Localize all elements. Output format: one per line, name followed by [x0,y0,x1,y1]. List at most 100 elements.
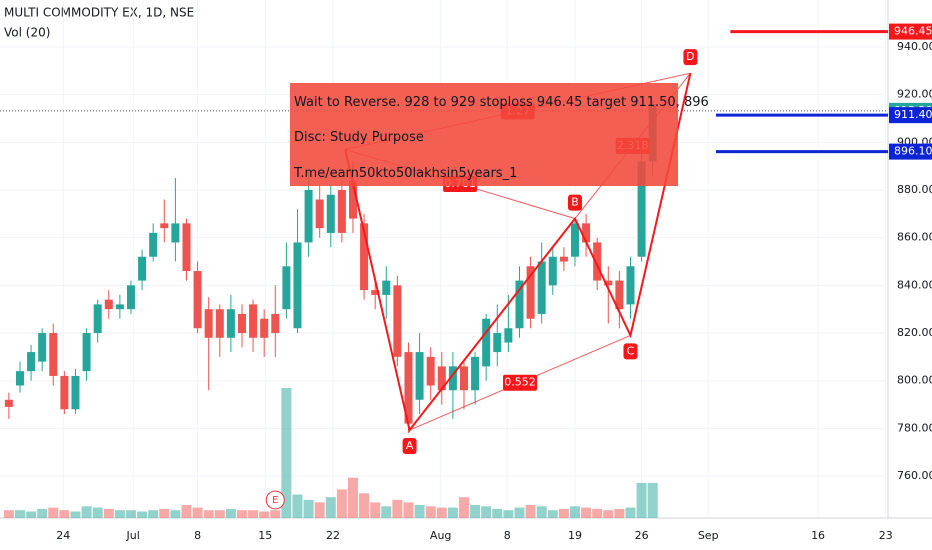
candle-body [226,309,235,338]
y-tick-label: 760.00 [897,469,932,482]
price-badge-label: 911.40 [894,108,932,121]
candle-body [182,223,191,272]
point-label: A [406,439,414,452]
volume-bar [203,510,214,518]
price-badge-label: 946.45 [894,25,932,38]
ratio-label: 0.552 [504,376,536,389]
volume-bar [70,511,81,518]
note-line: T.me/earn50kto50lakhsin5years_1 [294,166,518,181]
candle-body [171,223,180,243]
volume-bar [81,506,92,518]
point-badge [623,343,638,360]
volume-bar [270,510,281,518]
volume-bar [392,499,403,518]
candle-body [515,280,524,329]
candle-body [459,366,468,391]
point-badge [567,194,582,211]
volume-bar [248,510,259,518]
candle-body [60,375,69,410]
point-label: D [686,50,694,63]
candle-body [71,375,80,410]
candle-body [337,189,346,233]
volume-bar [436,507,447,518]
candle-body [382,280,391,295]
volume-bar [92,507,103,518]
candle-body [215,309,224,338]
candle-body [415,352,424,400]
volume-bar [3,510,14,518]
candle-body [615,280,624,310]
volume-bar [447,507,458,518]
note-line: Disc: Study Purpose [294,130,424,145]
volume-bar [103,508,114,518]
event-label: E [272,495,278,506]
volume-bar [370,502,381,518]
candle-body [293,242,302,329]
volume-bar [558,508,569,518]
volume-bar [114,510,125,518]
candle-body [260,318,269,338]
price-badge [889,143,932,160]
point-label: B [571,196,579,209]
volume-bar [225,508,236,518]
candle-body [138,256,147,281]
y-tick-label: 920.00 [897,88,932,101]
volume-bar [603,510,614,518]
volume-bar [359,493,370,518]
x-tick-label: 26 [635,529,649,542]
y-tick-label: 840.00 [897,278,932,291]
candle-body [93,304,102,334]
candle-body [570,223,579,257]
volume-bar [381,506,392,518]
volume-bar [525,505,536,518]
candle-body [393,285,402,357]
volume-bar [536,506,547,518]
candle-body [282,266,291,310]
candle-body [637,161,646,257]
volume-bar [125,510,136,518]
candle-body [582,223,591,243]
candle-body [160,223,169,229]
volume-bar [325,497,336,518]
volume-bar [647,482,658,518]
x-tick-label: 8 [194,529,201,542]
volume-bar [181,505,192,518]
candle-body [360,223,369,291]
candle-body [126,285,135,310]
volume-bar [48,507,59,518]
volume-bar [458,497,469,518]
candle-body [537,261,546,314]
y-tick-label: 880.00 [897,183,932,196]
y-tick-label: 820.00 [897,326,932,339]
volume-bar [636,482,647,518]
volume-bar [592,508,603,518]
volume-bar [26,511,37,518]
candle-body [15,371,24,386]
candle-body [27,352,36,372]
candle-body [204,309,213,338]
volume-bar [347,477,358,518]
y-tick-label: 800.00 [897,374,932,387]
volume-bar [425,506,436,518]
volume-bar [259,511,270,518]
candle-body [149,232,158,257]
volume-bar [292,494,303,518]
volume-bar [14,510,25,518]
candle-body [448,366,457,391]
y-tick-label: 860.00 [897,231,932,244]
volume-bar [336,489,347,518]
price-badge-label: 896.10 [894,145,932,158]
volume-bar [514,507,525,518]
price-badge [889,107,932,124]
candle-body [38,333,47,362]
volume-bar [492,508,503,518]
candle-body [437,366,446,391]
volume-bar [170,510,181,518]
candle-body [326,194,335,233]
volume-bar [614,508,625,518]
chart-title: MULTI COMMODITY EX, 1D, NSE [4,6,194,20]
volume-bar [192,507,203,518]
x-tick-label: 15 [258,529,272,542]
volume-bar [314,502,325,518]
note-box: Wait to Reverse. 928 to 929 stoploss 946… [290,83,709,186]
